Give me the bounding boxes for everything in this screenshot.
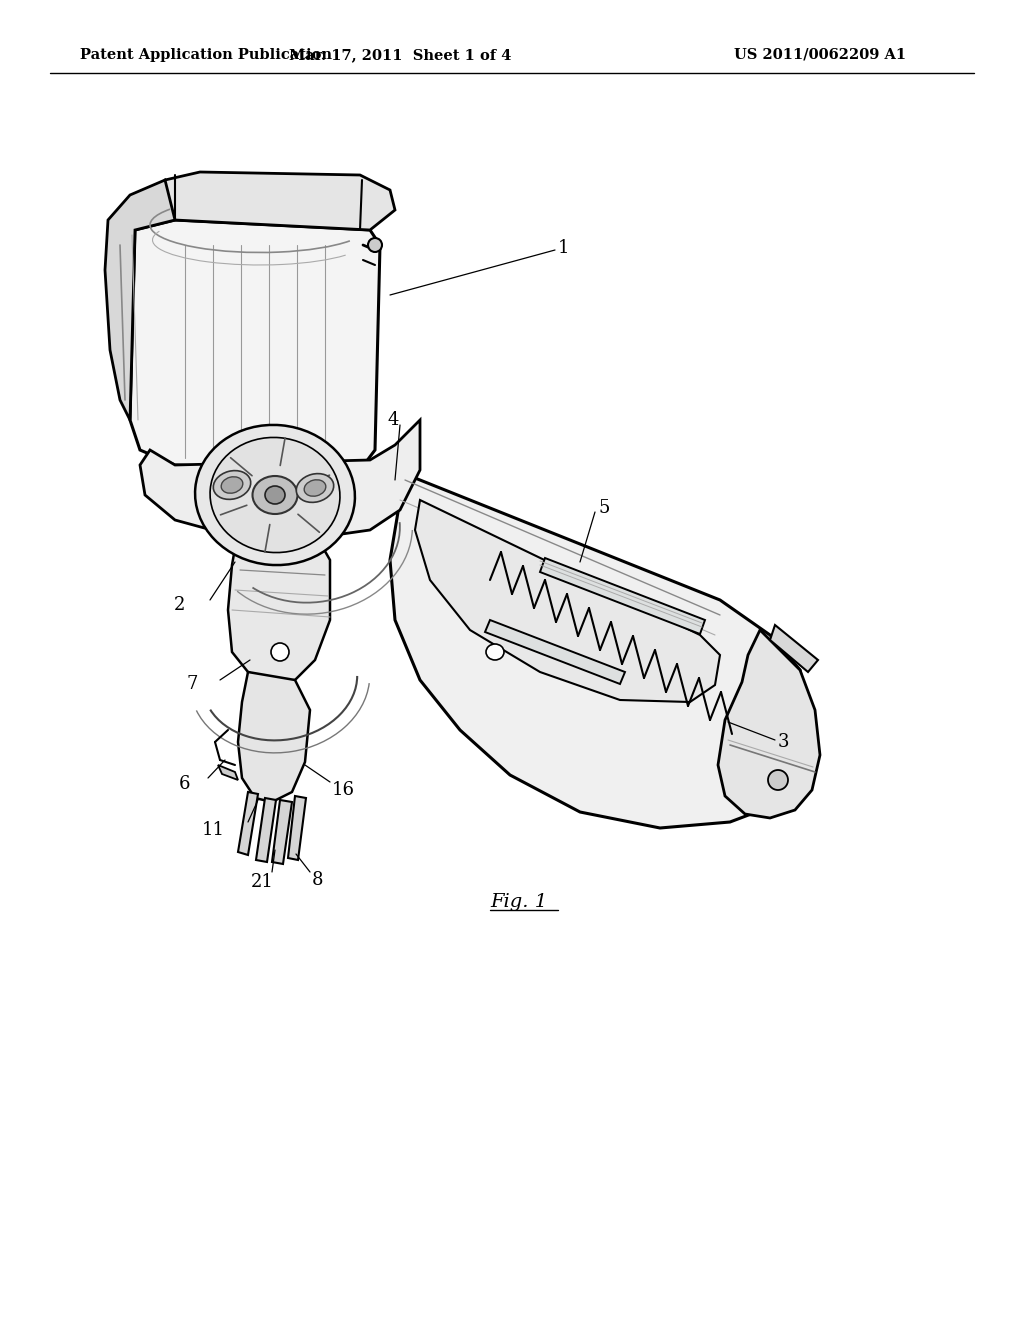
Text: 3: 3: [778, 733, 790, 751]
Ellipse shape: [486, 644, 504, 660]
Ellipse shape: [221, 477, 243, 494]
Ellipse shape: [195, 425, 355, 565]
Polygon shape: [218, 766, 238, 780]
Text: Patent Application Publication: Patent Application Publication: [80, 48, 332, 62]
Text: Fig. 1: Fig. 1: [490, 894, 547, 911]
Text: US 2011/0062209 A1: US 2011/0062209 A1: [734, 48, 906, 62]
Polygon shape: [238, 672, 310, 803]
Polygon shape: [370, 459, 810, 828]
Ellipse shape: [368, 238, 382, 252]
Text: 11: 11: [202, 821, 225, 840]
Ellipse shape: [296, 474, 334, 503]
Text: 5: 5: [598, 499, 609, 517]
Polygon shape: [288, 796, 306, 861]
Polygon shape: [770, 624, 818, 672]
Ellipse shape: [768, 770, 788, 789]
Polygon shape: [256, 799, 276, 862]
Text: 1: 1: [558, 239, 569, 257]
Polygon shape: [140, 420, 420, 540]
Polygon shape: [238, 792, 258, 855]
Text: 21: 21: [251, 873, 273, 891]
Ellipse shape: [265, 486, 285, 504]
Text: Mar. 17, 2011  Sheet 1 of 4: Mar. 17, 2011 Sheet 1 of 4: [289, 48, 511, 62]
Polygon shape: [718, 630, 820, 818]
Polygon shape: [130, 220, 380, 470]
Ellipse shape: [271, 643, 289, 661]
Polygon shape: [155, 172, 395, 230]
Ellipse shape: [304, 479, 326, 496]
Ellipse shape: [210, 437, 340, 553]
Ellipse shape: [253, 477, 298, 513]
Text: 8: 8: [312, 871, 324, 888]
Polygon shape: [540, 558, 705, 634]
Text: 4: 4: [388, 411, 399, 429]
Text: 16: 16: [332, 781, 355, 799]
Polygon shape: [105, 180, 175, 420]
Polygon shape: [272, 800, 292, 865]
Ellipse shape: [213, 471, 251, 499]
Polygon shape: [228, 520, 330, 682]
Text: 7: 7: [186, 675, 198, 693]
Polygon shape: [415, 500, 720, 702]
Text: 2: 2: [174, 597, 185, 614]
Text: 6: 6: [178, 775, 190, 793]
Polygon shape: [485, 620, 625, 684]
